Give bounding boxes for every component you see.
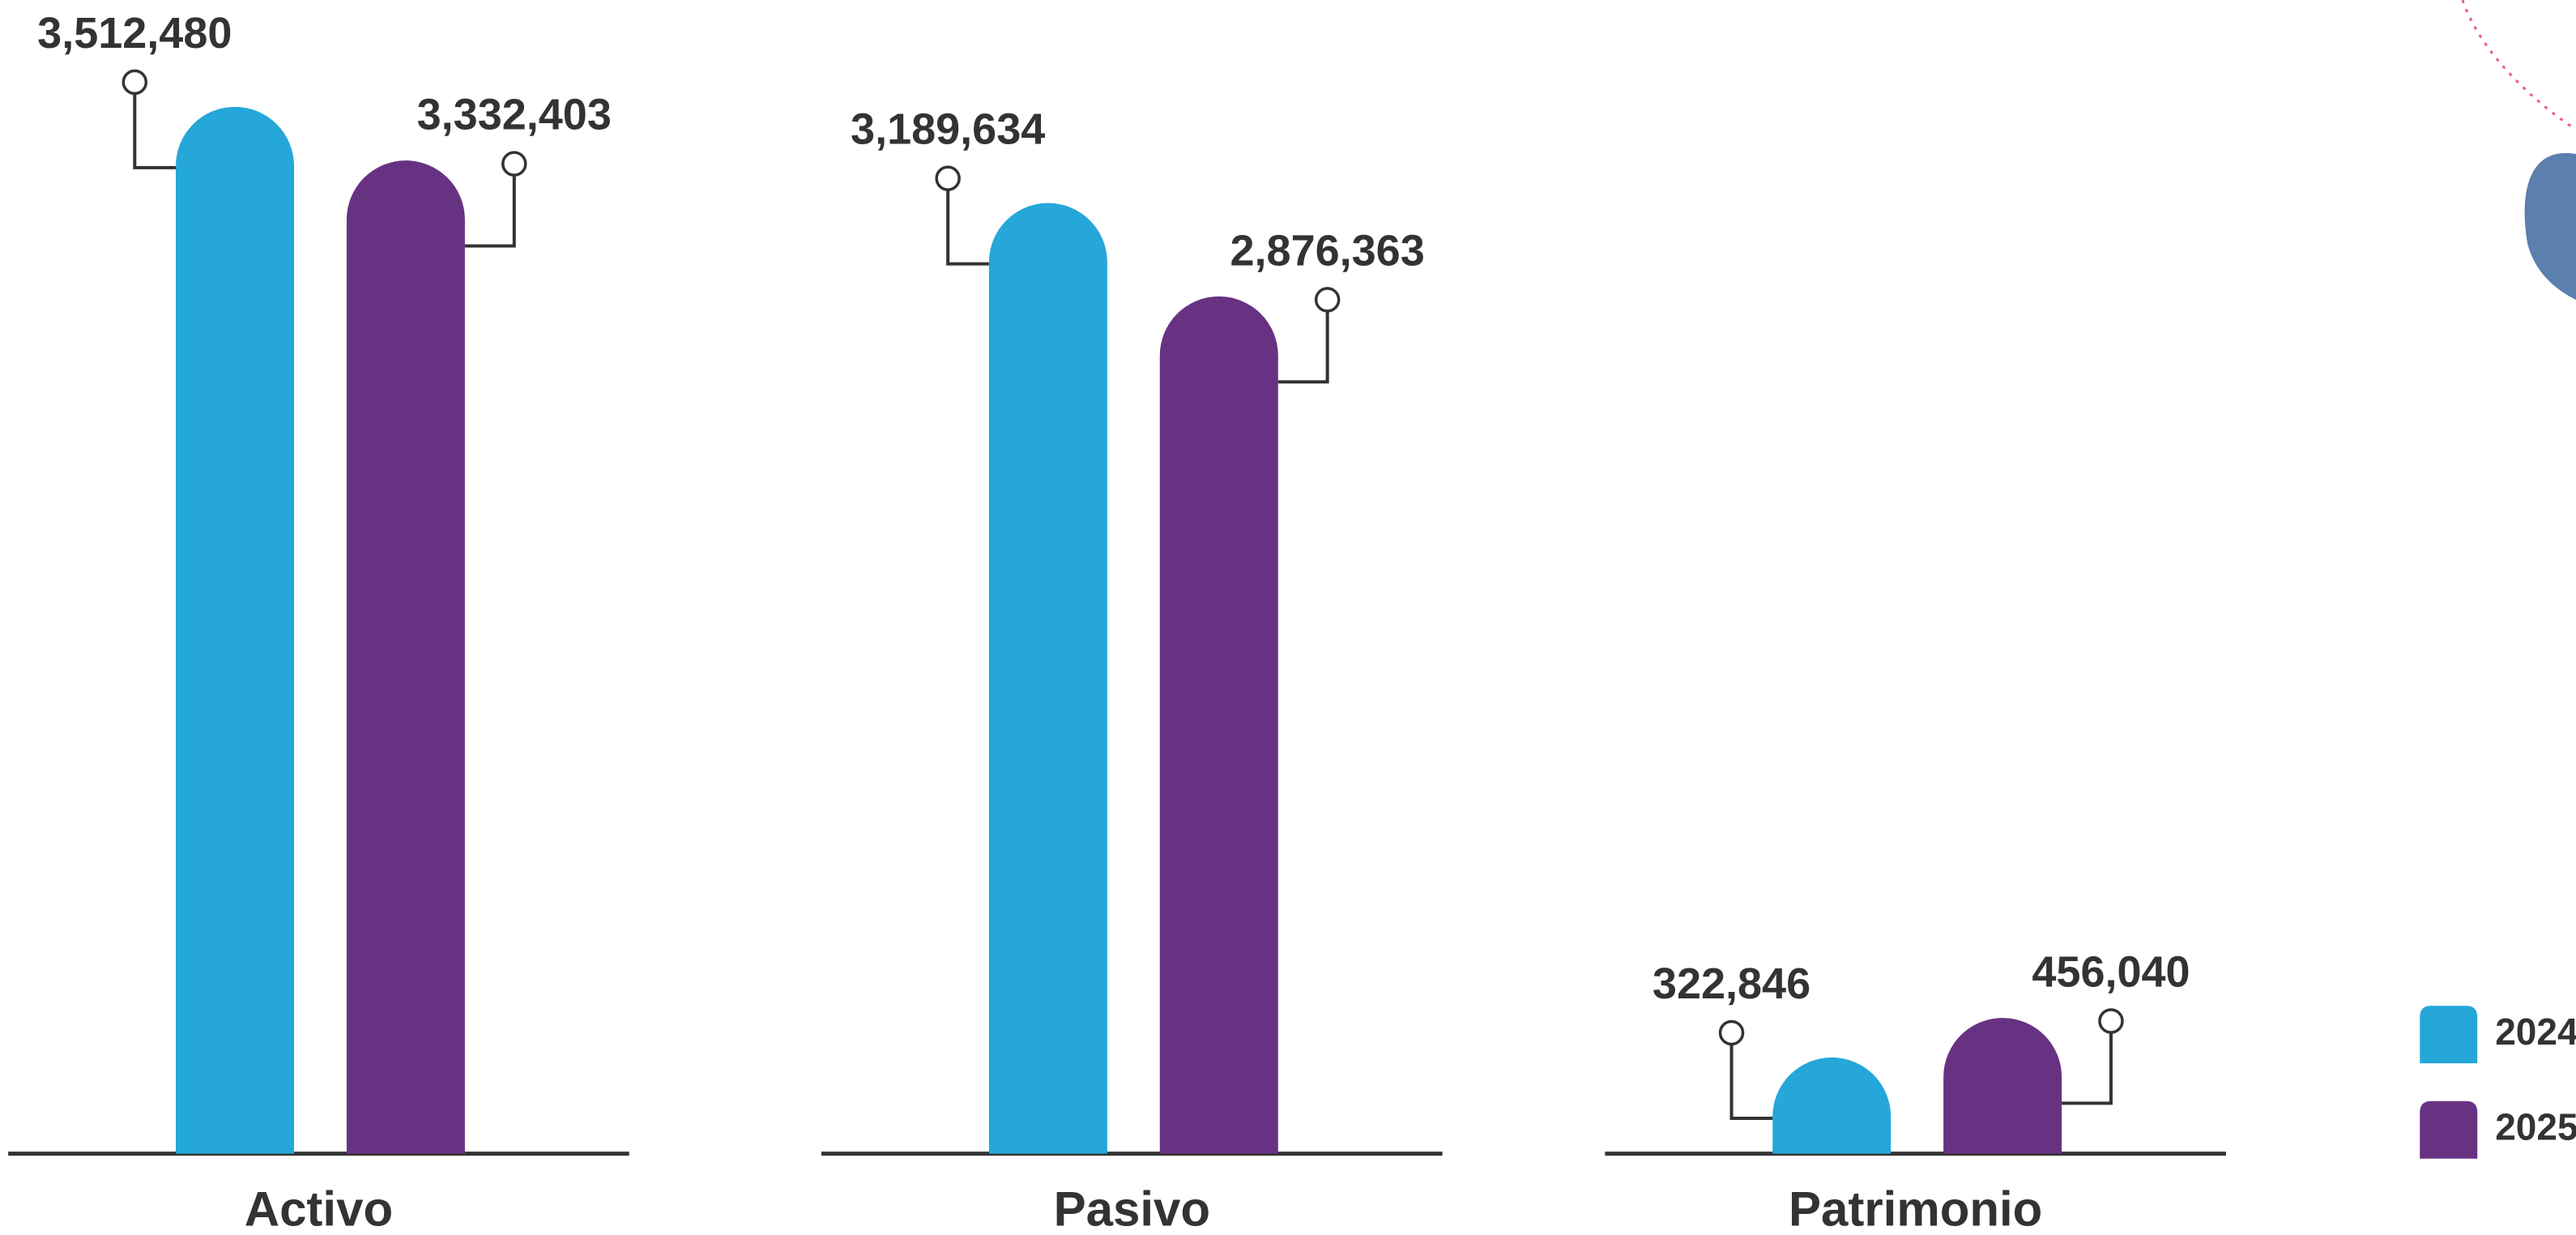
value-label: 2,876,363 (1230, 226, 1425, 275)
value-label: 322,846 (1653, 959, 1810, 1008)
leader-line (464, 175, 516, 248)
leader-dot (1718, 1019, 1745, 1046)
leader-dot (501, 151, 527, 177)
category-label: Pasivo (1054, 1182, 1210, 1235)
leader-dot (122, 69, 148, 96)
value-label: 3,332,403 (417, 91, 612, 139)
legend-swatch (2420, 1006, 2478, 1064)
value-label: 456,040 (2032, 947, 2190, 996)
leader-line (133, 93, 176, 169)
leader-dot (1314, 287, 1341, 313)
bar (1943, 1018, 2062, 1154)
bar (346, 160, 465, 1154)
leader-line (946, 190, 989, 266)
legend-swatch (2420, 1100, 2478, 1159)
category-label: Patrimonio (1789, 1182, 2042, 1235)
leader-line (2062, 1032, 2113, 1105)
bar (175, 106, 295, 1154)
decoration (2461, 0, 2576, 131)
bar (1772, 1057, 1891, 1154)
bar (988, 203, 1107, 1154)
value-label: 3,189,634 (851, 105, 1045, 154)
category-label: Activo (245, 1182, 393, 1235)
legend-label: 2024 (2495, 1011, 2576, 1053)
decoration (2524, 152, 2576, 300)
leader-dot (935, 165, 961, 191)
leader-line (1277, 310, 1329, 384)
value-label: 3,512,480 (37, 9, 232, 58)
leader-dot (2098, 1008, 2124, 1034)
bar (1159, 296, 1278, 1154)
legend-label: 2025 (2495, 1105, 2576, 1147)
leader-line (1729, 1044, 1773, 1120)
